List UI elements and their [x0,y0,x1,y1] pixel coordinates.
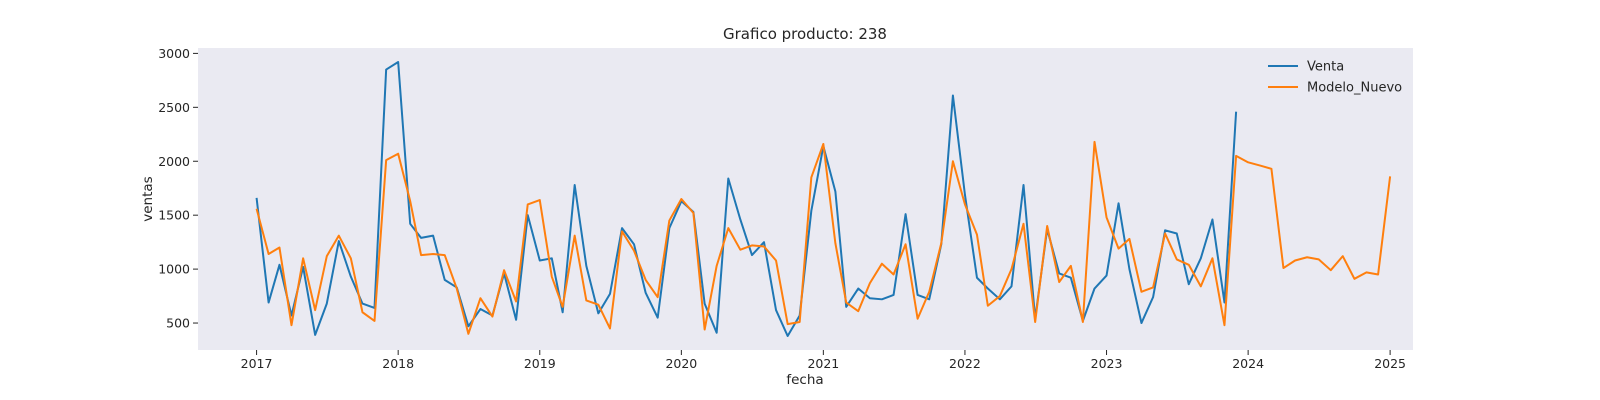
legend-label-modelo-nuevo: Modelo_Nuevo [1307,81,1402,96]
y-tick-label: 2500 [158,100,190,115]
x-tick-label: 2017 [241,356,273,371]
x-tick-label: 2021 [807,356,839,371]
y-tick-label: 1000 [158,262,190,277]
y-tick-label: 1500 [158,208,190,223]
x-axis-title: fecha [786,372,823,388]
chart-title: Grafico producto: 238 [723,25,887,43]
x-tick-label: 2019 [524,356,556,371]
x-axis: 2017 2018 2019 2020 2021 2022 2023 2024 2025 [241,350,1406,371]
x-tick-label: 2018 [382,356,414,371]
x-tick-label: 2020 [665,356,697,371]
legend-label-venta: Venta [1307,60,1344,75]
series-line-modelo-nuevo [255,140,1392,335]
series-line-venta [255,61,1238,337]
y-tick-label: 500 [166,316,190,331]
y-axis: 500 1000 1500 2000 2500 3000 [158,46,198,331]
legend: Venta Modelo_Nuevo [1268,60,1402,96]
y-tick-label: 2000 [158,154,190,169]
series-layer [255,61,1392,337]
x-tick-label: 2024 [1232,356,1264,371]
y-axis-title: ventas [140,176,156,221]
x-tick-label: 2022 [949,356,981,371]
x-tick-label: 2023 [1091,356,1123,371]
y-tick-label: 3000 [158,46,190,61]
x-tick-label: 2025 [1374,356,1406,371]
